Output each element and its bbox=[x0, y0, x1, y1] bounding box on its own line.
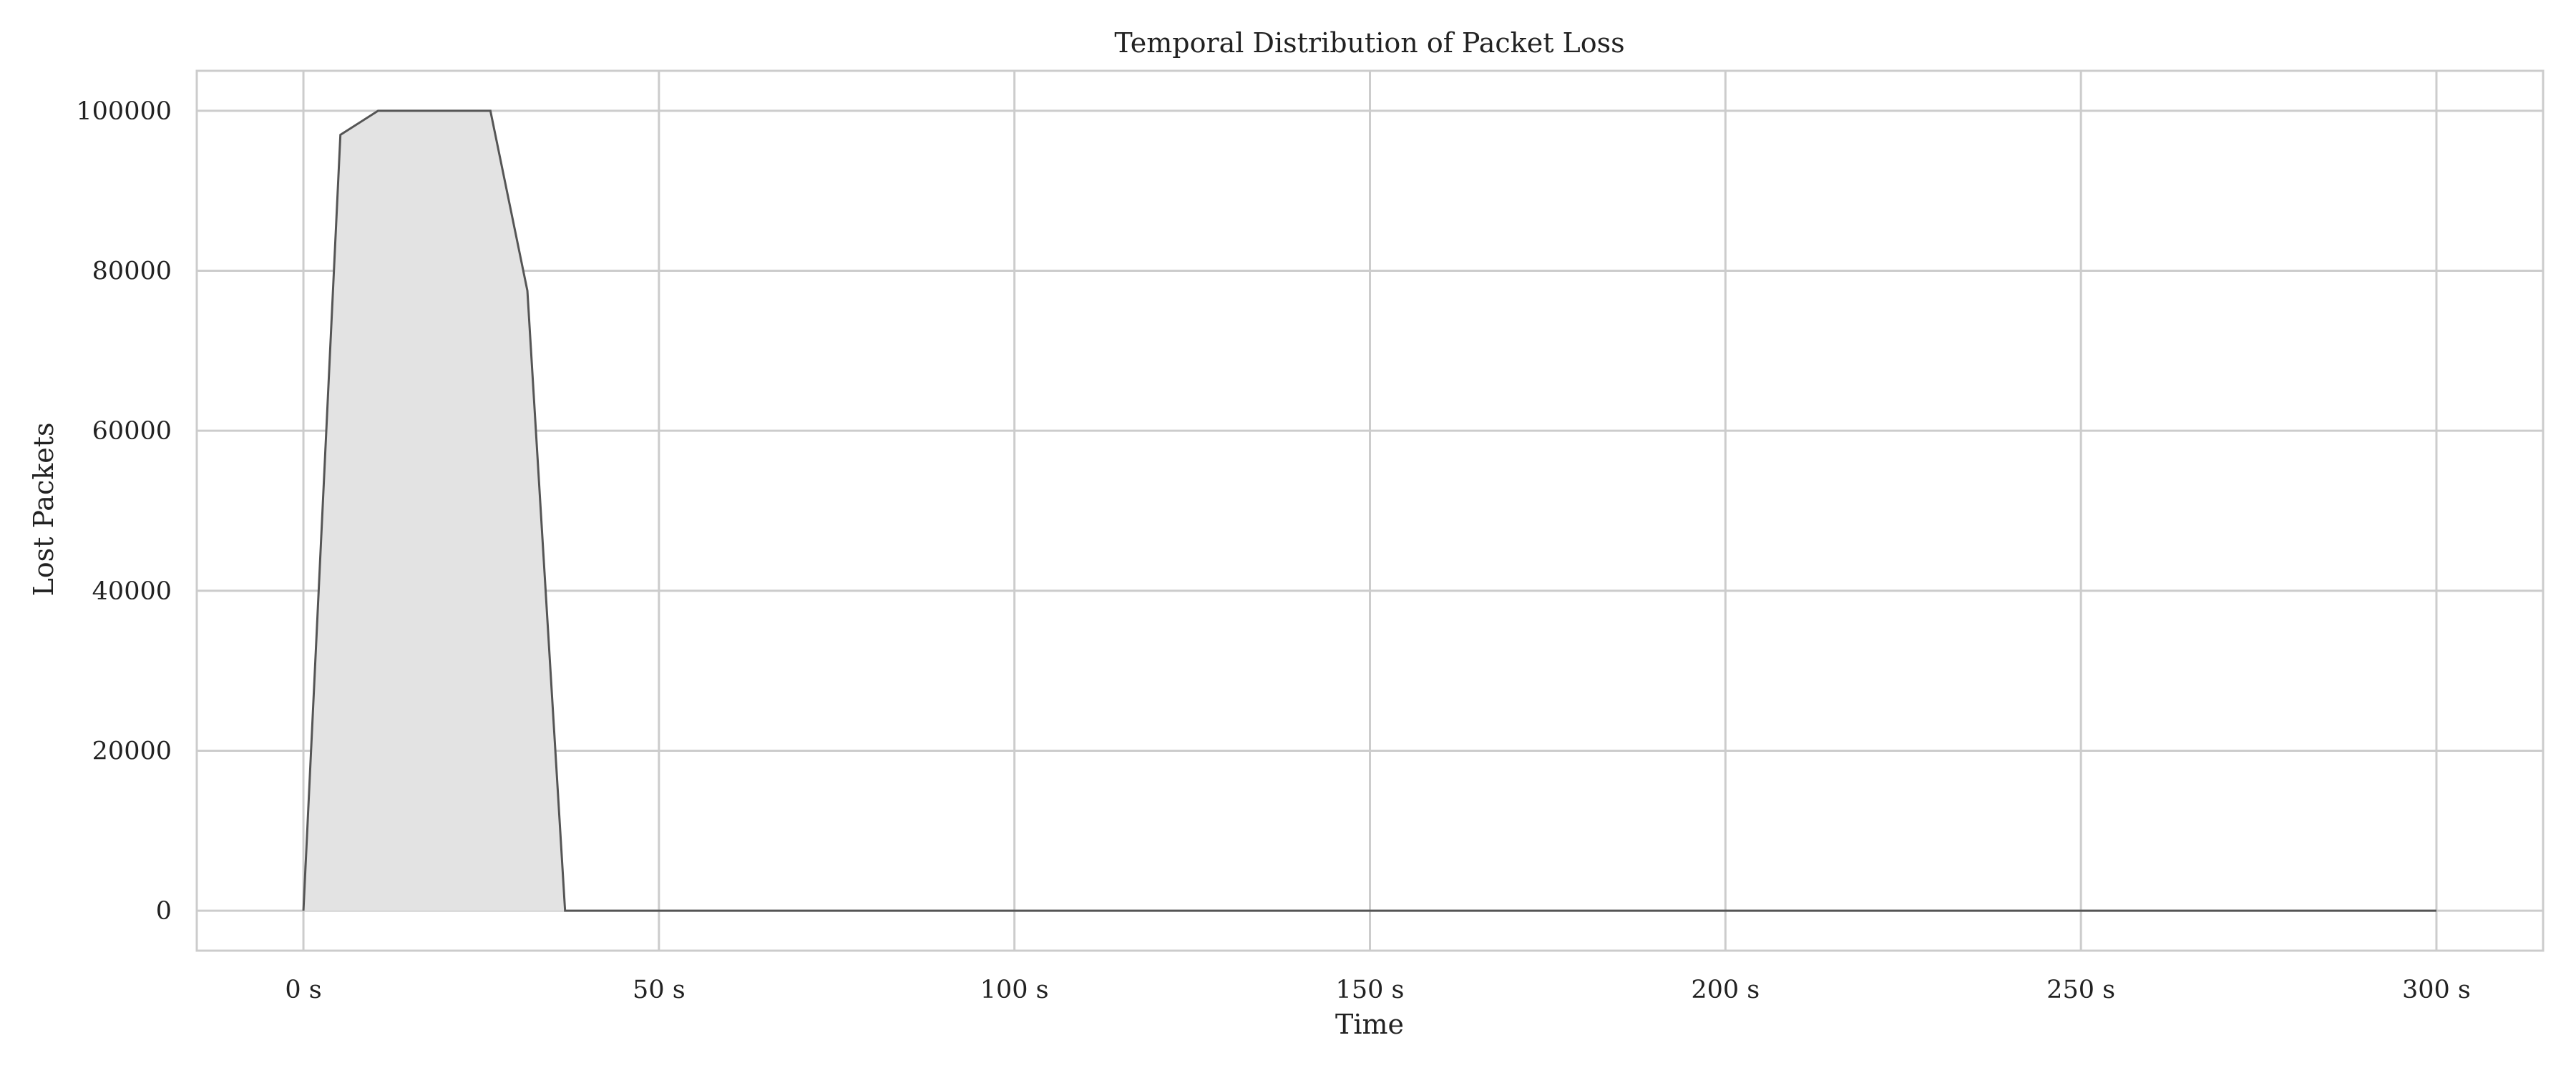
x-tick-label: 150 s bbox=[1336, 976, 1405, 1004]
x-tick-label: 50 s bbox=[633, 976, 686, 1004]
x-axis-label: Time bbox=[1335, 1009, 1404, 1040]
area-line bbox=[302, 109, 2436, 912]
y-axis-label: Lost Packets bbox=[28, 422, 59, 596]
y-tick-label: 80000 bbox=[92, 258, 172, 286]
area-fill bbox=[303, 110, 2436, 911]
x-tick-label: 300 s bbox=[2402, 976, 2471, 1004]
x-tick-label: 250 s bbox=[2046, 976, 2115, 1004]
y-tick-label: 0 bbox=[156, 897, 172, 926]
plot-frame bbox=[195, 69, 2545, 952]
y-tick-label: 40000 bbox=[92, 577, 172, 606]
y-tick-label: 20000 bbox=[92, 737, 172, 765]
grid-lines bbox=[197, 71, 2543, 951]
y-axis-ticks: 0 20000 40000 60000 80000 100000 bbox=[76, 97, 172, 926]
area-series bbox=[302, 109, 2436, 912]
y-tick-label: 60000 bbox=[92, 417, 172, 446]
chart-title: Temporal Distribution of Packet Loss bbox=[1114, 27, 1624, 59]
x-axis-ticks: 0 s 50 s 100 s 150 s 200 s 250 s 300 s bbox=[285, 976, 2471, 1004]
x-tick-label: 100 s bbox=[980, 976, 1049, 1004]
x-tick-label: 0 s bbox=[285, 976, 321, 1004]
x-tick-label: 200 s bbox=[1691, 976, 1760, 1004]
y-tick-label: 100000 bbox=[76, 97, 172, 126]
